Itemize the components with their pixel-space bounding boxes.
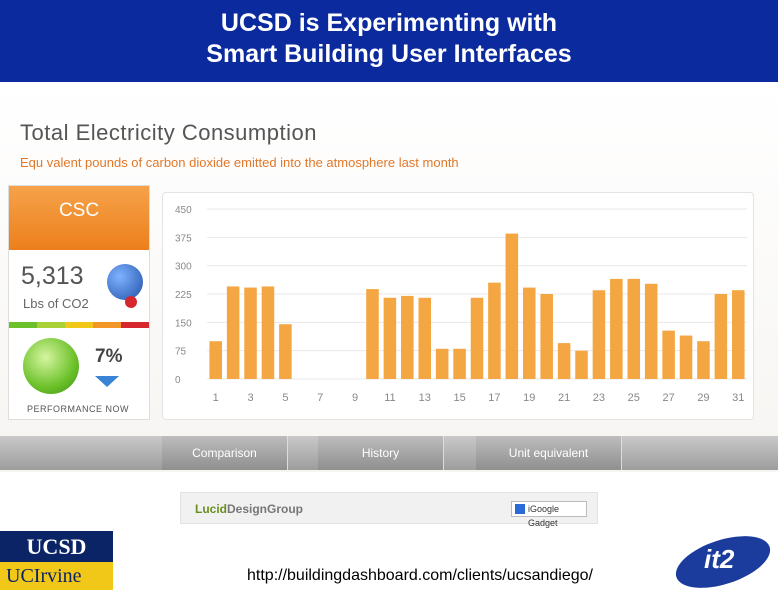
x-tick-label: 19 xyxy=(523,392,535,404)
bar-day-10[interactable] xyxy=(366,289,379,379)
co2-unit: Lbs of CO2 xyxy=(23,296,89,311)
building-name[interactable]: CSC xyxy=(9,186,149,250)
x-tick-label: 11 xyxy=(384,392,395,404)
dashboard-screenshot: Total Electricity Consumption Equ valent… xyxy=(0,82,778,472)
uc-irvine-logo: UCIrvine xyxy=(0,562,113,590)
igoogle-gadget-button[interactable]: iGoogle Gadget xyxy=(511,501,587,528)
gadget-bar: LucidDesignGroup iGoogle Gadget xyxy=(180,492,598,528)
x-tick-label: 17 xyxy=(488,392,500,404)
bar-day-23[interactable] xyxy=(592,290,606,379)
bar-day-15[interactable] xyxy=(453,348,466,379)
tab-comparison[interactable]: Comparison xyxy=(162,436,288,470)
x-tick-label: 9 xyxy=(352,392,358,404)
performance-meter xyxy=(9,322,149,328)
x-tick-label: 5 xyxy=(282,392,288,404)
y-tick-label: 75 xyxy=(175,347,187,358)
performance-percent: 7% xyxy=(95,346,123,367)
meter-segment xyxy=(121,322,149,328)
y-tick-label: 0 xyxy=(175,375,181,386)
x-tick-label: 27 xyxy=(662,392,674,404)
bar-day-12[interactable] xyxy=(401,295,414,379)
x-tick-label: 29 xyxy=(697,392,709,404)
dashboard-title: Total Electricity Consumption xyxy=(20,120,317,145)
x-tick-label: 1 xyxy=(213,392,219,404)
building-summary-card: CSC 5,313 Lbs of CO2 7% PERFORMANCE NOW xyxy=(8,185,150,420)
x-tick-label: 7 xyxy=(317,392,323,404)
bar-day-2[interactable] xyxy=(226,286,240,379)
ucsd-logo: UCSD xyxy=(0,531,113,562)
banner-line-2: Smart Building User Interfaces xyxy=(206,40,572,68)
lucid-design-group-logo[interactable]: LucidDesignGroup xyxy=(195,502,303,516)
title-banner: UCSD is Experimenting with Smart Buildin… xyxy=(0,0,778,82)
x-tick-label: 21 xyxy=(558,392,570,404)
bar-day-3[interactable] xyxy=(244,287,257,379)
x-tick-label: 25 xyxy=(628,392,640,404)
bar-day-28[interactable] xyxy=(679,335,693,379)
bar-day-17[interactable] xyxy=(488,282,501,379)
consumption-chart-panel: 0 75 150 225 300 375 450 1 3 5 7 9 11 13 15 17 19 21 23 25 2… xyxy=(162,192,754,420)
bar-day-27[interactable] xyxy=(662,330,675,379)
tab-bar: Comparison History Unit equivalent xyxy=(0,436,778,470)
bar-day-26[interactable] xyxy=(644,283,658,379)
bar-day-14[interactable] xyxy=(435,348,449,379)
x-tick-label: 23 xyxy=(593,392,605,404)
it2-logo-text: it2 xyxy=(704,544,735,574)
bar-day-20[interactable] xyxy=(540,294,553,379)
bar-day-11[interactable] xyxy=(383,297,397,379)
y-tick-label: 450 xyxy=(175,205,192,216)
bar-day-21[interactable] xyxy=(557,343,571,379)
x-tick-label: 3 xyxy=(247,392,253,404)
arrow-down-icon xyxy=(95,376,119,387)
meter-segment xyxy=(93,322,121,328)
bar-day-5[interactable] xyxy=(279,324,292,379)
bar-day-16[interactable] xyxy=(470,297,484,379)
y-tick-label: 300 xyxy=(175,262,192,273)
bar-day-19[interactable] xyxy=(522,287,536,379)
bar-day-18[interactable] xyxy=(505,233,519,379)
bar-day-30[interactable] xyxy=(714,294,728,379)
meter-segment xyxy=(65,322,93,328)
lucid-brand-part2: DesignGroup xyxy=(227,502,304,516)
tab-history[interactable]: History xyxy=(318,436,444,470)
x-tick-label: 13 xyxy=(419,392,431,404)
dashboard-url[interactable]: http://buildingdashboard.com/clients/ucs… xyxy=(247,567,593,584)
lucid-brand-part1: Lucid xyxy=(195,502,227,516)
dashboard-subtitle: Equ valent pounds of carbon dioxide emit… xyxy=(20,155,459,170)
performance-label: PERFORMANCE NOW xyxy=(27,404,129,414)
bar-day-13[interactable] xyxy=(418,297,432,379)
co2-value: 5,313 xyxy=(21,262,84,290)
y-tick-label: 375 xyxy=(175,233,192,244)
thermometer-icon xyxy=(125,296,137,308)
globe-icon xyxy=(107,264,143,300)
bar-day-4[interactable] xyxy=(261,286,275,379)
banner-line-1: UCSD is Experimenting with xyxy=(220,9,558,37)
bar-day-22[interactable] xyxy=(575,350,588,379)
bar-day-25[interactable] xyxy=(627,278,641,379)
meter-segment xyxy=(9,322,37,328)
performance-orb-icon xyxy=(23,338,79,394)
tab-unit-equivalent[interactable]: Unit equivalent xyxy=(476,436,622,470)
y-tick-label: 150 xyxy=(175,318,192,329)
x-tick-label: 31 xyxy=(732,392,744,404)
x-tick-label: 15 xyxy=(453,392,465,404)
meter-segment xyxy=(37,322,65,328)
bar-day-24[interactable] xyxy=(610,278,623,379)
bar-day-1[interactable] xyxy=(209,341,222,379)
bar-day-31[interactable] xyxy=(732,290,745,379)
bar-day-29[interactable] xyxy=(697,341,710,379)
it2-logo: it2 xyxy=(668,525,778,598)
y-tick-label: 225 xyxy=(175,290,192,301)
